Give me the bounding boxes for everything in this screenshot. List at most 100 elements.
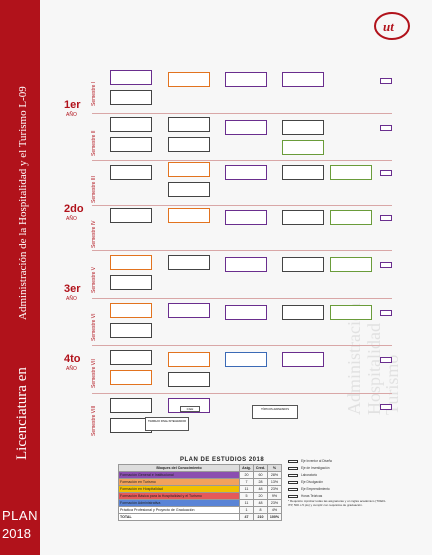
- semester-divider: [92, 298, 392, 299]
- course-box[interactable]: [168, 117, 210, 132]
- percentage: 13%: [267, 478, 282, 486]
- course-box[interactable]: [225, 352, 267, 367]
- course-box[interactable]: [330, 257, 372, 272]
- course-box[interactable]: [282, 165, 324, 180]
- semester-4-label: Semestre IV: [88, 210, 98, 250]
- course-box[interactable]: [168, 372, 210, 387]
- logo-mark-icon: ut: [374, 12, 410, 40]
- year-word: AÑO: [66, 366, 77, 372]
- course-box[interactable]: [282, 140, 324, 155]
- semester-marker: [380, 357, 392, 363]
- semester-divider: [92, 113, 392, 114]
- semester-svg: Semestre V: [91, 266, 97, 293]
- credits: 28: [253, 478, 268, 486]
- semester-marker: [380, 125, 392, 131]
- reference-label: Laboratorio: [301, 473, 318, 478]
- course-box[interactable]: [225, 72, 267, 87]
- course-box[interactable]: [110, 165, 152, 180]
- course-box[interactable]: [110, 303, 152, 318]
- plan-table-row: TOTAL 47 210 100%: [118, 513, 282, 521]
- reference-item: Eje de Investigación: [288, 465, 388, 472]
- course-box[interactable]: [330, 305, 372, 320]
- references: Eje Inventor al Diseño Eje de Investigaci…: [288, 458, 388, 500]
- side-band: [0, 0, 40, 555]
- semester-divider: [92, 345, 392, 346]
- course-box[interactable]: [110, 323, 152, 338]
- semester-marker: [380, 310, 392, 316]
- credits: 8: [253, 506, 268, 514]
- plan-table: Bloques del Conocimiento Asig. Cred. % F…: [118, 464, 282, 521]
- course-box[interactable]: [282, 352, 324, 367]
- course-box[interactable]: [225, 120, 267, 135]
- semester-svg: Semestre VII: [91, 359, 97, 388]
- side-title-svg: Licenciatura en Administración de la Hos…: [14, 86, 30, 460]
- plan-table-row: Práctica Profesional y Proyecto de Gradu…: [118, 506, 282, 514]
- plan-table-header-row: Bloques del Conocimiento Asig. Cred. %: [118, 464, 282, 472]
- course-box[interactable]: [225, 210, 267, 225]
- year-number: 2do: [64, 203, 84, 215]
- course-box[interactable]: [225, 165, 267, 180]
- course-box[interactable]: [110, 275, 152, 290]
- course-box[interactable]: [110, 70, 152, 85]
- plan-table-row: Formación Administrativa 11 48 23%: [118, 499, 282, 507]
- block-name: Formación en Hospitalidad: [118, 485, 240, 493]
- percentage: 9%: [267, 492, 282, 500]
- course-box[interactable]: [282, 210, 324, 225]
- course-box[interactable]: [168, 208, 210, 223]
- col-header: Bloques del Conocimiento: [118, 464, 240, 472]
- year-number: 3er: [64, 283, 81, 295]
- course-box[interactable]: [168, 255, 210, 270]
- semester-marker: [380, 78, 392, 84]
- course-box[interactable]: [168, 72, 210, 87]
- semester-divider: [92, 250, 392, 251]
- reference-swatch: [288, 467, 298, 470]
- ceneval-box[interactable]: CGH: [180, 406, 200, 412]
- year-number: 4to: [64, 353, 81, 365]
- course-box[interactable]: [110, 137, 152, 152]
- course-box[interactable]: [330, 165, 372, 180]
- semester-marker: [380, 262, 392, 268]
- semester-svg: Semestre II: [91, 130, 97, 156]
- subjects-count: 20: [239, 471, 254, 479]
- watermark-line1: Administración: [344, 303, 364, 415]
- course-box[interactable]: [282, 120, 324, 135]
- course-box[interactable]: [168, 162, 210, 177]
- course-box[interactable]: [110, 398, 152, 413]
- percentage: 23%: [267, 499, 282, 507]
- course-box[interactable]: [110, 370, 152, 385]
- year-word: AÑO: [66, 296, 77, 302]
- watermark-svg: Administración Hospitalidad Turismo: [344, 303, 402, 415]
- course-box[interactable]: [330, 210, 372, 225]
- block-name: Formación Administrativa: [118, 499, 240, 507]
- year-number: 1er: [64, 99, 81, 111]
- course-box[interactable]: [225, 257, 267, 272]
- course-box[interactable]: [168, 137, 210, 152]
- watermark: Administración Hospitalidad Turismo: [340, 95, 402, 425]
- course-box[interactable]: [168, 352, 210, 367]
- course-box[interactable]: [168, 303, 210, 318]
- semester-divider: [92, 205, 392, 206]
- course-box[interactable]: [110, 117, 152, 132]
- course-box[interactable]: [225, 305, 267, 320]
- course-box[interactable]: [282, 305, 324, 320]
- reference-swatch: [288, 481, 298, 484]
- course-box[interactable]: [168, 182, 210, 197]
- course-box[interactable]: [110, 208, 152, 223]
- semester-divider: [92, 393, 392, 394]
- curriculum-area: [40, 0, 432, 555]
- percentage: 100%: [267, 513, 282, 521]
- final-project-box[interactable]: TRABAJO FINAL INTEGRADOR: [145, 417, 189, 431]
- advanced-topics-box[interactable]: TÓPICOS AVANZADOS: [252, 405, 298, 419]
- year-word: AÑO: [66, 112, 77, 118]
- year-1-label: 1er AÑO: [64, 100, 81, 120]
- watermark-line3: Turismo: [382, 355, 400, 415]
- course-box[interactable]: [110, 350, 152, 365]
- year-4-label: 4to AÑO: [64, 354, 81, 374]
- course-box[interactable]: [110, 255, 152, 270]
- course-box[interactable]: [282, 257, 324, 272]
- plan-word: PLAN: [2, 508, 38, 523]
- reference-swatch: [288, 474, 298, 477]
- course-box[interactable]: [282, 72, 324, 87]
- course-box[interactable]: [110, 90, 152, 105]
